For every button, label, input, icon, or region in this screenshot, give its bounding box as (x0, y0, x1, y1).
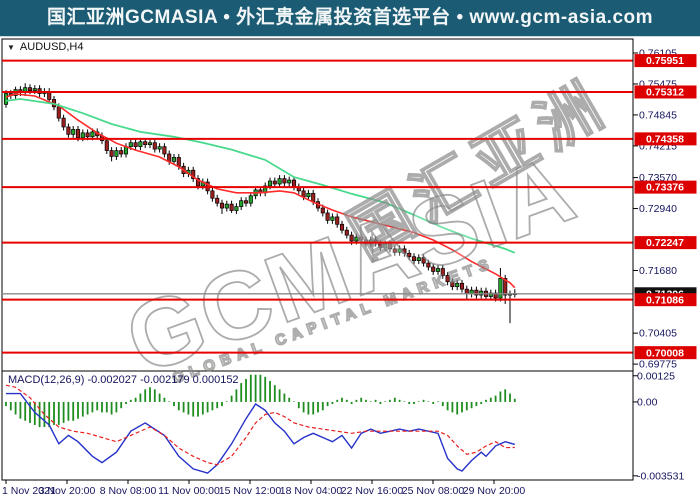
svg-text:0.75312: 0.75312 (646, 87, 684, 99)
price-axis-labels: 0.761050.754750.748450.742150.735700.729… (633, 48, 697, 482)
sr-price-label (634, 346, 697, 360)
sr-lines-layer (2, 59, 633, 354)
svg-text:0.70405: 0.70405 (639, 328, 677, 340)
svg-text:8 Nov 08:00: 8 Nov 08:00 (100, 485, 157, 497)
svg-text:0.75951: 0.75951 (646, 55, 684, 67)
sr-price-label (634, 293, 697, 307)
header-title: 国汇亚洲GCMASIA • 外汇贵金属投资首选平台 • www.gcm-asia… (46, 7, 654, 28)
svg-text:29 Nov 20:00: 29 Nov 20:00 (463, 485, 526, 497)
svg-text:0.69775: 0.69775 (639, 359, 677, 371)
svg-text:-0.003531: -0.003531 (637, 470, 684, 482)
symbol-text: AUDUSD,H4 (19, 41, 84, 53)
sr-price-label (634, 132, 697, 146)
ma-slow-line (5, 98, 516, 254)
svg-text:0.71680: 0.71680 (639, 265, 677, 277)
sr-price-label (634, 85, 697, 99)
svg-text:11 Nov 00:00: 11 Nov 00:00 (158, 485, 220, 497)
svg-text:0.71086: 0.71086 (646, 294, 684, 306)
svg-text:0.74845: 0.74845 (639, 110, 677, 122)
macd-layer (5, 374, 516, 474)
symbol-label: ▼ AUDUSD,H4 (7, 41, 84, 53)
svg-text:3 Nov 20:00: 3 Nov 20:00 (39, 485, 96, 497)
svg-text:0.72940: 0.72940 (639, 203, 677, 215)
svg-text:0.00125: 0.00125 (637, 370, 675, 382)
svg-text:25 Nov 08:00: 25 Nov 08:00 (402, 485, 465, 497)
sr-price-label (634, 236, 697, 250)
svg-text:0.73376: 0.73376 (646, 182, 684, 194)
macd-main-line (6, 392, 515, 474)
svg-text:15 Nov 12:00: 15 Nov 12:00 (219, 485, 282, 497)
svg-text:0.70008: 0.70008 (646, 347, 684, 359)
sr-price-label (634, 54, 697, 68)
svg-text:18 Nov 04:00: 18 Nov 04:00 (280, 485, 343, 497)
svg-text:22 Nov 16:00: 22 Nov 16:00 (341, 485, 404, 497)
svg-text:0.74358: 0.74358 (646, 133, 684, 145)
svg-text:0.00: 0.00 (637, 397, 658, 409)
ma-fast-line (5, 93, 516, 289)
macd-signal-line (5, 384, 515, 466)
chart-window[interactable]: GCMASIA GLOBAL CAPITAL MARKETS 国汇亚洲 0.76105… (0, 37, 700, 500)
macd-indicator-label: MACD(12,26,9) -0.002027 -0.002179 0.0001… (8, 374, 239, 386)
svg-text:0.72247: 0.72247 (646, 237, 684, 249)
svg-text:1 Nov 2021: 1 Nov 2021 (2, 485, 56, 497)
chart-dropdown-icon[interactable]: ▼ (7, 42, 15, 52)
sr-price-label (634, 180, 697, 194)
header-banner: 国汇亚洲GCMASIA • 外汇贵金属投资首选平台 • www.gcm-asia… (0, 0, 700, 37)
